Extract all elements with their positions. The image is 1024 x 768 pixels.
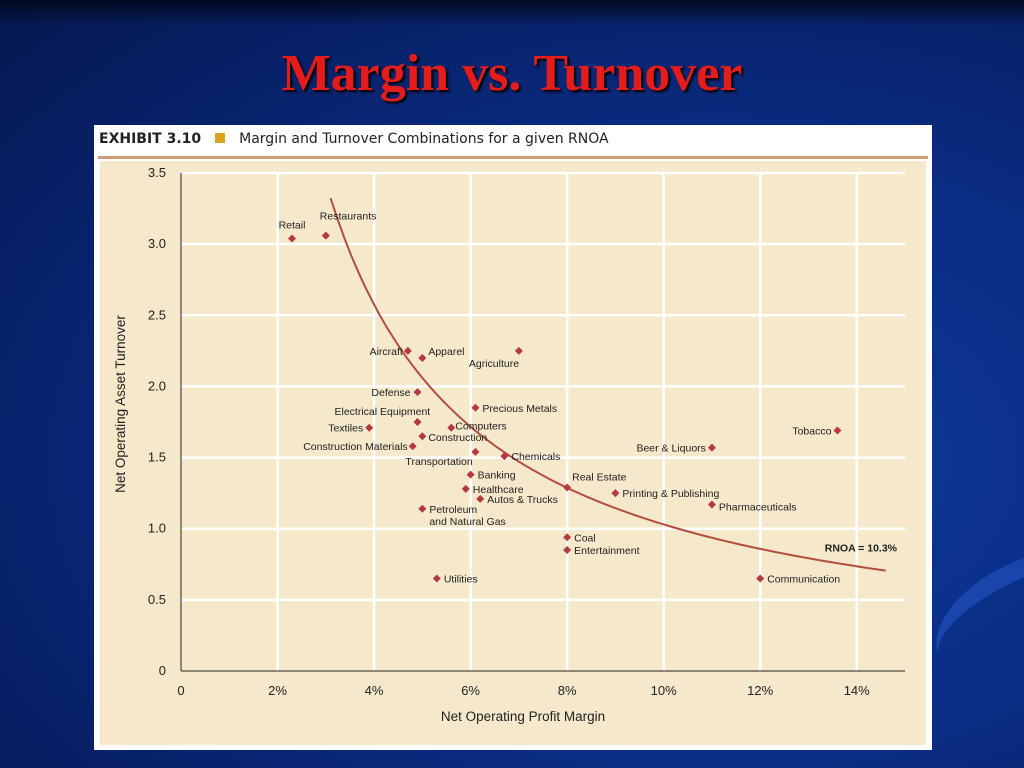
x-tick-label: 8% — [558, 683, 577, 698]
point-tobacco — [833, 426, 842, 435]
point-label-coal: Coal — [574, 532, 596, 544]
point-label-tobacco: Tobacco — [792, 426, 831, 438]
x-tick-label: 10% — [651, 683, 677, 698]
y-tick-label: 3.5 — [148, 165, 166, 180]
point-label-aircraft: Aircraft — [370, 346, 403, 358]
point-label-utilities: Utilities — [444, 574, 478, 586]
x-tick-label: 6% — [461, 683, 480, 698]
curve-label: RNOA = 10.3% — [825, 542, 898, 554]
slide-title: Margin vs. Turnover — [281, 45, 743, 102]
point-label-computers: Computers — [455, 421, 506, 433]
point-beer-liquors — [707, 443, 716, 452]
point-agriculture — [514, 346, 523, 355]
point-label-autos-trucks: Autos & Trucks — [487, 494, 558, 506]
point-real-estate — [563, 483, 572, 492]
point-retail — [288, 234, 297, 243]
point-label-defense: Defense — [371, 387, 410, 399]
x-tick-label: 12% — [747, 683, 773, 698]
point-chemicals — [500, 452, 509, 461]
point-electrical-equipment — [413, 418, 422, 426]
y-tick-label: 2.0 — [148, 378, 166, 393]
point-label-real-estate: Real Estate — [572, 471, 626, 483]
gridlines — [181, 171, 905, 671]
exhibit-panel: EXHIBIT 3.10 Margin and Turnover Combinat… — [94, 125, 932, 750]
point-construction — [418, 432, 427, 441]
y-tick-label: 2.5 — [148, 307, 166, 322]
point-label-textiles: Textiles — [328, 423, 363, 435]
point-label-restaurants: Restaurants — [320, 211, 377, 223]
point-label-chemicals: Chemicals — [511, 451, 560, 463]
y-tick-label: 0 — [159, 663, 166, 678]
x-axis-label: Net Operating Profit Margin — [441, 709, 605, 724]
point-label-apparel: Apparel — [428, 346, 464, 358]
point-label-construction-materials: Construction Materials — [303, 441, 407, 453]
data-points — [288, 231, 842, 583]
x-tick-label: 4% — [365, 683, 384, 698]
point-labels: Retail Restaurants Aircraft Apparel Agricult… — [279, 211, 841, 586]
point-label-construction: Construction — [428, 432, 487, 444]
point-textiles — [365, 423, 374, 432]
point-label-communication: Communication — [767, 574, 840, 586]
point-label-entertainment: Entertainment — [574, 545, 639, 557]
y-tick-label: 1.5 — [148, 450, 166, 465]
point-precious-metals — [471, 403, 480, 412]
exhibit-header: EXHIBIT 3.10 Margin and Turnover Combinat… — [99, 131, 609, 151]
point-label-precious-metals: Precious Metals — [482, 403, 557, 415]
point-computers — [447, 423, 456, 432]
point-label-retail: Retail — [279, 219, 306, 231]
plot-background — [181, 173, 905, 671]
point-coal — [563, 533, 572, 542]
point-label-beer-liquors: Beer & Liquors — [636, 443, 705, 455]
scatter-chart: 0 0.5 1.0 1.5 2.0 2.5 3.0 3.5 0 2% 4% 6% 8% 10% 12% 14%… — [113, 165, 905, 724]
point-printing-publishing — [611, 489, 620, 498]
point-label-transportation: Transportation — [405, 456, 472, 468]
point-label-pharmaceuticals: Pharmaceuticals — [719, 502, 797, 514]
point-label-agriculture: Agriculture — [469, 358, 519, 370]
point-defense — [413, 388, 422, 397]
y-tick-label: 1.0 — [148, 521, 166, 536]
point-petroleum-and-natural-gas — [418, 504, 427, 513]
exhibit-divider — [98, 156, 928, 159]
point-label-electrical-equipment: Electrical Equipment — [335, 406, 431, 418]
decorative-swoosh — [916, 522, 1024, 706]
point-apparel — [418, 353, 427, 362]
y-tick-label: 0.5 — [148, 592, 166, 607]
rnoa-curve — [329, 197, 886, 572]
exhibit-number: EXHIBIT 3.10 — [99, 131, 202, 147]
point-autos-trucks — [476, 494, 485, 503]
point-transportation — [471, 447, 480, 456]
point-construction-materials — [408, 442, 417, 451]
point-restaurants — [321, 231, 330, 240]
x-tick-label: 0 — [177, 683, 184, 698]
point-healthcare — [461, 484, 470, 493]
point-aircraft — [403, 346, 412, 355]
point-banking — [466, 470, 475, 479]
chart-area: 0 0.5 1.0 1.5 2.0 2.5 3.0 3.5 0 2% 4% 6% 8% 10% 12% 14%… — [100, 161, 926, 745]
exhibit-caption: Margin and Turnover Combinations for a g… — [239, 131, 609, 147]
point-label-healthcare: Healthcare — [473, 484, 524, 496]
point-communication — [756, 574, 765, 583]
point-pharmaceuticals — [707, 500, 716, 509]
top-shadow-band — [0, 0, 1024, 26]
exhibit-square-icon — [215, 133, 226, 143]
x-tick-label: 2% — [268, 683, 287, 698]
axes — [180, 173, 905, 672]
point-label-banking: Banking — [478, 470, 516, 482]
point-utilities — [432, 574, 441, 583]
point-label-petroleum-and-natural-gas: Petroleum and Natural Gas — [429, 504, 505, 528]
tick-labels: 0 0.5 1.0 1.5 2.0 2.5 3.0 3.5 0 2% 4% 6% 8% 10% 12% 14% — [148, 165, 870, 698]
point-label-printing-publishing: Printing & Publishing — [622, 488, 719, 500]
x-tick-label: 14% — [844, 683, 870, 698]
y-axis-label: Net Operating Asset Turnover — [113, 315, 128, 493]
point-entertainment — [563, 546, 572, 555]
y-tick-label: 3.0 — [148, 236, 166, 251]
